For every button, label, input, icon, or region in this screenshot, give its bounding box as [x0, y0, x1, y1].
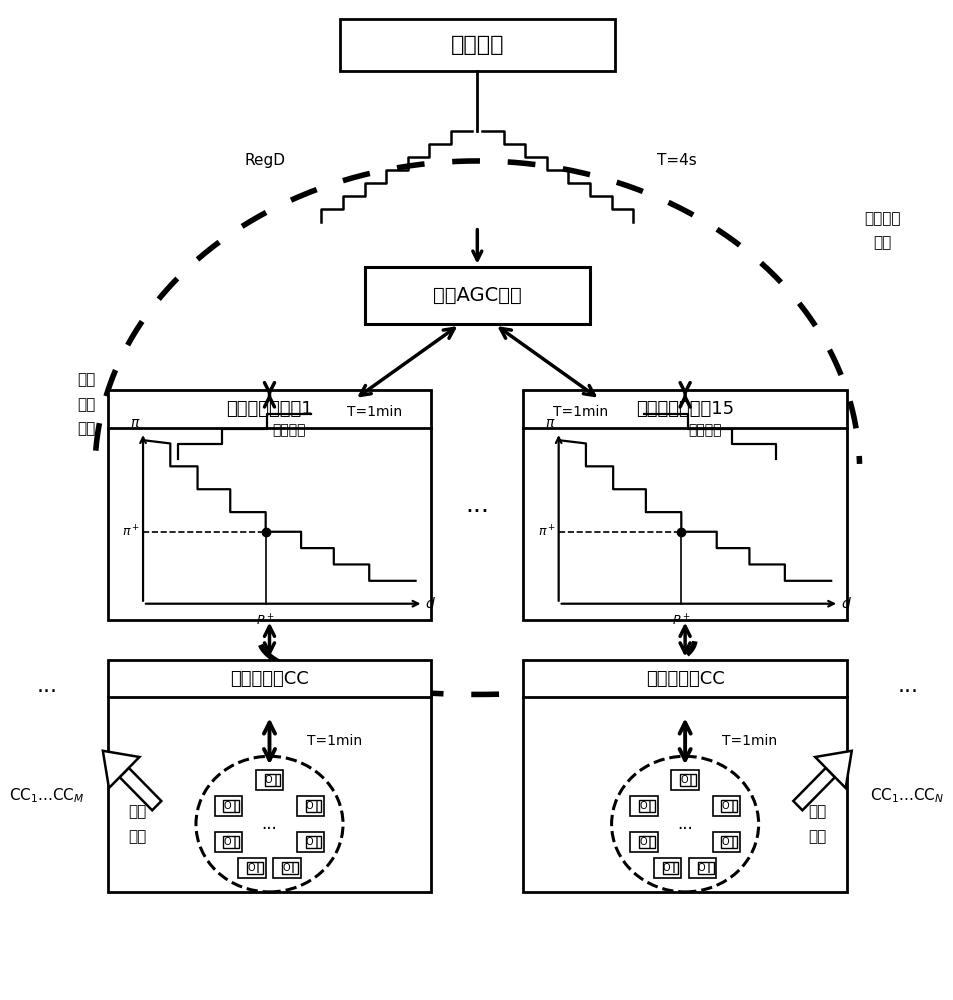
Text: O: O — [223, 801, 231, 811]
Polygon shape — [814, 751, 851, 788]
Text: CC$_1$...CC$_M$: CC$_1$...CC$_M$ — [10, 786, 85, 805]
Text: T=1min: T=1min — [721, 734, 777, 748]
Text: O: O — [639, 837, 646, 847]
Bar — [264, 774, 280, 786]
Text: ...: ... — [465, 493, 489, 517]
Text: RegD: RegD — [245, 153, 286, 168]
Text: $\pi$: $\pi$ — [130, 416, 140, 430]
Text: 社区集中器CC: 社区集中器CC — [645, 670, 723, 688]
Text: $\pi^+$: $\pi^+$ — [537, 524, 556, 539]
Text: O: O — [282, 863, 290, 873]
Text: 虚拟AGC机组: 虚拟AGC机组 — [433, 286, 521, 305]
Text: |: | — [232, 801, 236, 812]
Text: 广域远程
控制: 广域远程 控制 — [863, 211, 900, 251]
Text: 空调
集群: 空调 集群 — [128, 804, 146, 844]
Bar — [274, 858, 300, 878]
Text: |: | — [671, 862, 675, 873]
Text: |: | — [314, 801, 318, 812]
Text: 社区集中器CC: 社区集中器CC — [230, 670, 309, 688]
Text: |: | — [647, 801, 651, 812]
Text: ...: ... — [261, 815, 277, 833]
Text: ...: ... — [36, 676, 57, 696]
Text: T=1min: T=1min — [307, 734, 361, 748]
Text: $\pi^+$: $\pi^+$ — [122, 524, 140, 539]
Text: d: d — [841, 597, 849, 611]
Polygon shape — [103, 751, 139, 788]
Text: O: O — [306, 837, 314, 847]
Bar — [630, 796, 657, 816]
Text: |: | — [729, 801, 734, 812]
Bar — [639, 800, 654, 812]
Bar — [688, 858, 716, 878]
Bar — [523, 660, 846, 892]
Polygon shape — [793, 768, 834, 810]
Text: 电网调度: 电网调度 — [450, 35, 503, 55]
Text: O: O — [720, 801, 728, 811]
Text: $\pi$: $\pi$ — [544, 416, 556, 430]
Text: O: O — [306, 801, 314, 811]
Bar — [671, 770, 699, 790]
Text: O: O — [247, 863, 254, 873]
Text: d: d — [425, 597, 434, 611]
Text: 集群
控制
命令: 集群 控制 命令 — [77, 372, 95, 436]
Text: O: O — [223, 837, 231, 847]
Text: 空调负荷聚合商15: 空调负荷聚合商15 — [636, 400, 734, 418]
Text: |: | — [647, 837, 651, 848]
Bar — [339, 19, 614, 71]
Bar — [720, 800, 737, 812]
Polygon shape — [119, 768, 161, 810]
Text: T=4s: T=4s — [656, 153, 696, 168]
Text: O: O — [264, 775, 272, 785]
Text: 空调负荷聚合商1: 空调负荷聚合商1 — [226, 400, 313, 418]
Bar — [523, 390, 846, 620]
Bar — [238, 858, 265, 878]
Bar — [306, 836, 321, 848]
Bar — [108, 390, 431, 620]
Bar — [306, 800, 321, 812]
Bar — [296, 832, 324, 852]
Bar — [679, 774, 695, 786]
Bar — [223, 836, 239, 848]
Text: |: | — [688, 775, 692, 786]
Text: CC$_1$...CC$_N$: CC$_1$...CC$_N$ — [869, 786, 943, 805]
Text: O: O — [679, 775, 687, 785]
Bar — [364, 267, 589, 324]
Text: $P^+$: $P^+$ — [671, 614, 690, 629]
Text: |: | — [729, 837, 734, 848]
Text: 虚拟市场: 虚拟市场 — [687, 423, 720, 437]
Text: T=1min: T=1min — [347, 405, 401, 419]
Bar — [223, 800, 239, 812]
Bar — [296, 796, 324, 816]
Bar — [630, 832, 657, 852]
Text: 空调
集群: 空调 集群 — [807, 804, 825, 844]
Text: $P^+$: $P^+$ — [256, 614, 274, 629]
Text: |: | — [232, 837, 236, 848]
Bar — [653, 858, 680, 878]
Bar — [108, 660, 431, 892]
Text: O: O — [698, 863, 705, 873]
Bar — [698, 862, 713, 874]
Text: |: | — [255, 862, 259, 873]
Text: O: O — [720, 837, 728, 847]
Text: ...: ... — [677, 815, 692, 833]
Bar — [214, 832, 242, 852]
Text: |: | — [291, 862, 294, 873]
Bar — [639, 836, 654, 848]
Text: 虚拟市场: 虚拟市场 — [272, 423, 306, 437]
Bar — [282, 862, 297, 874]
Text: T=1min: T=1min — [552, 405, 607, 419]
Text: O: O — [639, 801, 646, 811]
Text: |: | — [314, 837, 318, 848]
Bar — [712, 832, 740, 852]
Bar — [214, 796, 242, 816]
Text: ...: ... — [896, 676, 917, 696]
Bar — [712, 796, 740, 816]
Bar — [720, 836, 737, 848]
Text: |: | — [706, 862, 710, 873]
Bar — [247, 862, 262, 874]
Bar — [255, 770, 283, 790]
Bar — [662, 862, 678, 874]
Text: O: O — [662, 863, 670, 873]
Text: |: | — [274, 775, 277, 786]
